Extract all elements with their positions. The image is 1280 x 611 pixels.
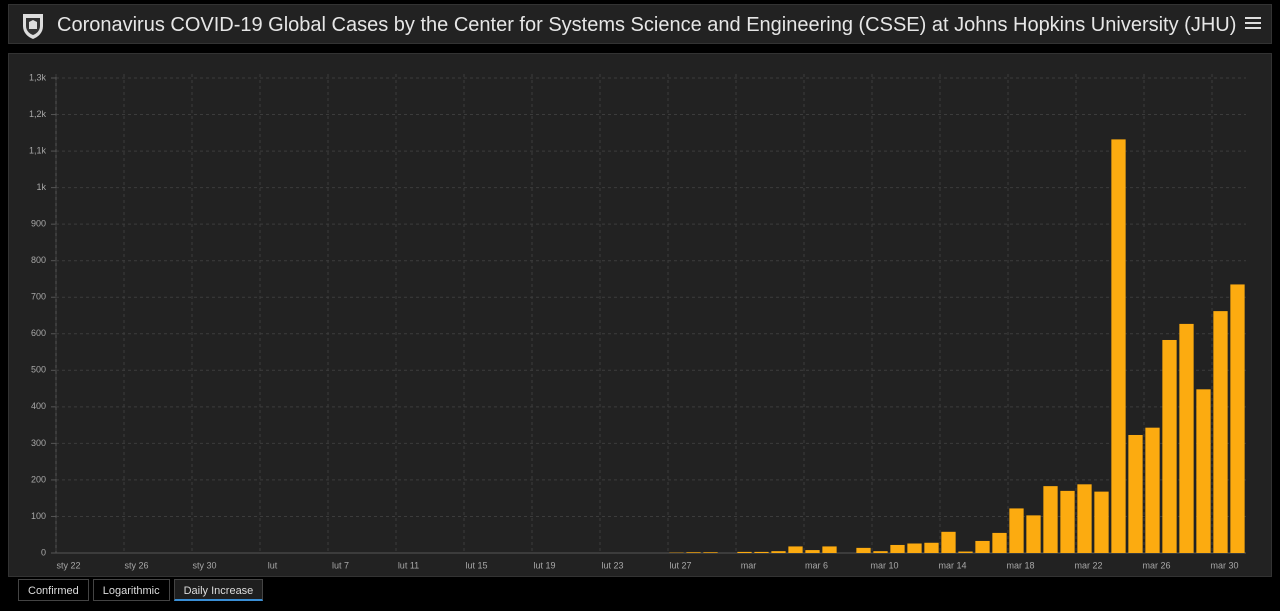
y-tick-label: 800 [31,255,46,265]
x-tick-label: sty 26 [124,560,148,570]
tab[interactable]: Confirmed [18,579,89,601]
bar [754,551,769,553]
page-title: Coronavirus COVID-19 Global Cases by the… [57,14,1237,36]
bar [1162,339,1177,553]
bar [1077,484,1092,553]
bar [703,552,718,553]
bar [1179,323,1194,553]
tab[interactable]: Daily Increase [173,579,264,601]
bar [1026,515,1041,553]
x-tick-label: lut 11 [398,560,419,570]
y-tick-label: 700 [31,292,46,302]
bar [737,551,752,553]
tab-bar: Confirmed Logarithmic Daily Increase [18,579,264,601]
y-tick-label: 0 [41,547,46,557]
bar [1094,491,1109,553]
x-tick-label: mar 26 [1142,560,1170,570]
menu-button[interactable] [1245,16,1261,30]
bar [941,531,956,553]
x-tick-label: mar 14 [938,560,966,570]
bar [686,552,701,553]
y-tick-label: 200 [31,474,46,484]
bar [1043,486,1058,553]
y-tick-label: 100 [31,511,46,521]
bar [805,550,820,553]
x-tick-label: mar 10 [870,560,898,570]
x-tick-label: lut [268,560,278,570]
bar [1111,139,1126,553]
y-tick-label: 600 [31,328,46,338]
y-tick-label: 1,2k [29,109,47,119]
bar [992,532,1007,553]
bar [958,551,973,553]
bar [1196,389,1211,553]
bar [1128,434,1143,553]
bar [907,543,922,553]
bar [975,540,990,553]
bar [890,544,905,553]
x-tick-label: mar 18 [1006,560,1034,570]
bar [924,542,939,553]
bar [771,551,786,553]
x-tick-label: lut 27 [669,560,691,570]
x-tick-label: mar 30 [1210,560,1238,570]
header: Coronavirus COVID-19 Global Cases by the… [8,4,1272,44]
y-tick-label: 1,1k [29,145,47,155]
chart: 0 100 200 300 400 500 600 700 800 900 1k 1,1k 1,2k 1,… [29,72,1246,570]
bar [788,546,803,553]
bar [1145,427,1160,553]
x-tick-label: sty 22 [56,560,80,570]
bar [1060,490,1075,553]
bar [1230,284,1245,553]
x-tick-label: lut 7 [332,560,349,570]
bar [1009,508,1024,553]
y-tick-label: 900 [31,219,46,229]
y-tick-label: 500 [31,365,46,375]
x-tick-label: mar [741,560,757,570]
bar [873,551,888,553]
x-tick-label: lut 19 [533,560,555,570]
y-tick-label: 300 [31,438,46,448]
x-tick-label: lut 23 [601,560,623,570]
x-tick-label: sty 30 [192,560,216,570]
logo [23,14,43,39]
x-tick-label: mar 22 [1074,560,1102,570]
y-tick-label: 1k [36,182,46,192]
x-tick-label: mar 6 [805,560,828,570]
y-tick-label: 400 [31,401,46,411]
x-tick-label: lut 15 [465,560,487,570]
y-tick-label: 1,3k [29,72,47,82]
bar [822,546,837,553]
tab[interactable]: Logarithmic [92,579,170,601]
bar [856,547,871,553]
bar [1213,311,1228,553]
chart-panel: 0 100 200 300 400 500 600 700 800 900 1k 1,1k 1,2k 1,… [8,53,1272,577]
